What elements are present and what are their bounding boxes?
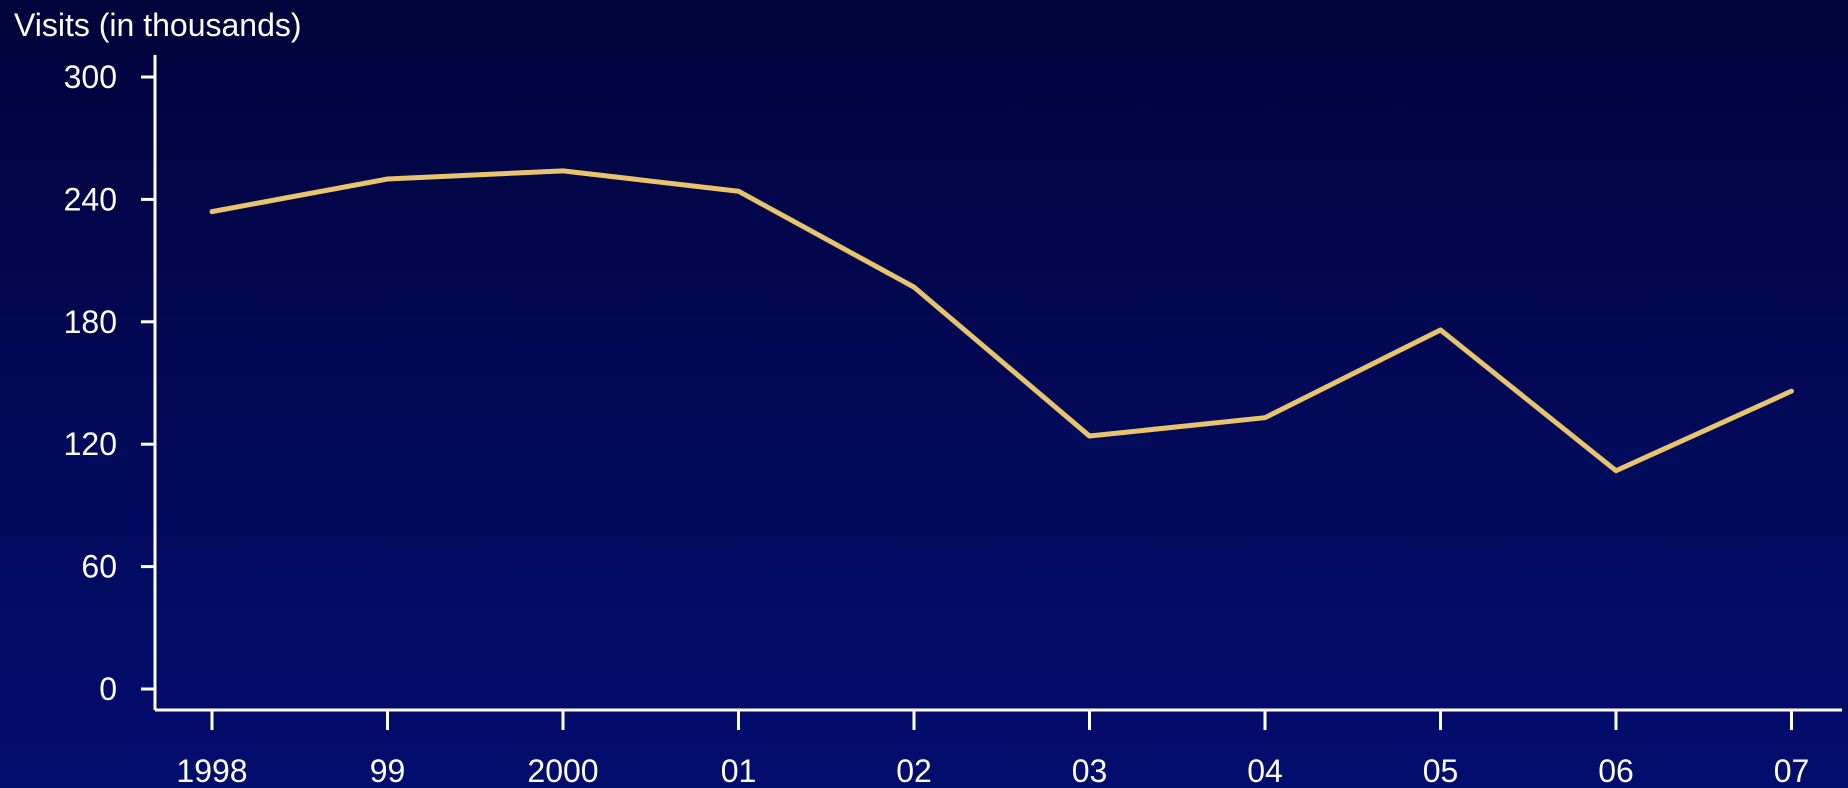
x-tick-label: 07 xyxy=(1774,753,1810,788)
x-tick-label: 99 xyxy=(370,753,406,788)
y-tick-label: 120 xyxy=(64,426,117,462)
y-axis: 0 60 120 180 240 300 xyxy=(64,55,157,710)
series-group xyxy=(209,168,1794,474)
y-tick-label: 60 xyxy=(81,549,117,585)
x-axis: 1998 99 2000 01 02 03 04 05 06 07 xyxy=(155,708,1842,788)
x-tick-label: 2000 xyxy=(527,753,598,788)
y-tick-label: 300 xyxy=(64,59,117,95)
x-tick-label: 03 xyxy=(1072,753,1108,788)
y-axis-label: Visits (in thousands) xyxy=(14,7,302,43)
y-tick-label: 0 xyxy=(99,671,117,707)
x-tick-label: 01 xyxy=(721,753,757,788)
x-tick-label: 05 xyxy=(1423,753,1459,788)
y-tick-label: 180 xyxy=(64,304,117,340)
x-tick-label: 04 xyxy=(1247,753,1283,788)
series-line xyxy=(209,168,1794,474)
y-tick-label: 240 xyxy=(64,181,117,217)
x-tick-label: 06 xyxy=(1598,753,1634,788)
x-tick-label: 1998 xyxy=(176,753,247,788)
x-tick-label: 02 xyxy=(896,753,932,788)
